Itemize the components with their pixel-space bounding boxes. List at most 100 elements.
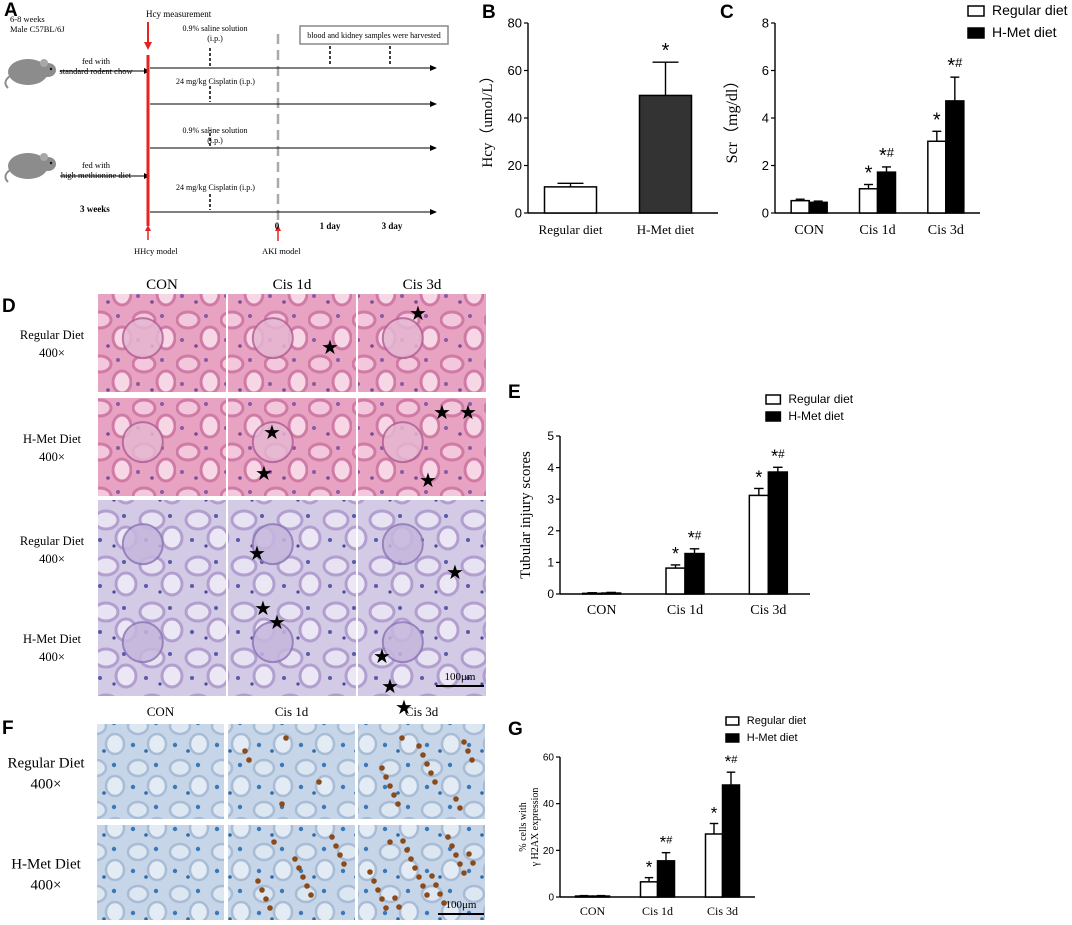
bar <box>600 592 622 595</box>
legend-swatch <box>967 27 985 39</box>
bar <box>858 188 879 214</box>
legend-label: Regular diet <box>747 715 806 727</box>
significance-label: *# <box>771 446 785 466</box>
significance-hash: # <box>778 448 785 461</box>
mouse-strain-text-line: Male C57BL/6J <box>10 24 65 34</box>
bar <box>665 567 686 595</box>
y-tick-label: 1 <box>547 556 554 570</box>
glomerulus <box>121 621 164 664</box>
bar <box>656 860 676 898</box>
panel-label-f: F <box>2 718 14 739</box>
saline2-text: 0.9% saline solution <box>182 126 247 135</box>
h2ax-positive-nucleus <box>308 892 314 898</box>
y-tick-label: 6 <box>762 63 769 78</box>
panel-label-c: C <box>720 2 734 23</box>
y-tick-label: 60 <box>543 753 555 764</box>
micrograph <box>228 724 355 819</box>
h2ax-positive-nucleus <box>371 878 377 884</box>
row-label: Regular Diet <box>20 328 85 342</box>
h2ax-positive-nucleus <box>420 752 426 758</box>
injury-star-icon: ★ <box>373 644 391 668</box>
h2ax-positive-nucleus <box>296 865 302 871</box>
h2ax-positive-nucleus <box>449 843 455 849</box>
h2ax-positive-nucleus <box>428 770 434 776</box>
h2ax-positive-nucleus <box>461 870 467 876</box>
significance-star: * <box>711 804 718 823</box>
h2ax-positive-nucleus <box>304 883 310 889</box>
bar <box>790 199 810 214</box>
fed-hmet-text: fed with <box>82 160 111 170</box>
h2ax-positive-nucleus <box>429 873 435 879</box>
significance-star: * <box>672 544 679 564</box>
row-label-magnification: 400× <box>39 552 65 566</box>
glomerulus <box>381 523 424 566</box>
h2ax-positive-nucleus <box>457 805 463 811</box>
significance-label: *# <box>879 145 895 167</box>
bar <box>876 171 897 214</box>
significance-label: * <box>672 544 679 564</box>
h2ax-positive-nucleus <box>396 904 402 910</box>
h2ax-positive-nucleus <box>420 883 426 889</box>
harvest-label: blood and kidney samples were harvested <box>307 31 441 40</box>
injury-star-icon: ★ <box>263 420 281 444</box>
legend-label: H-Met diet <box>788 409 844 423</box>
h2ax-positive-nucleus <box>375 887 381 893</box>
x-tick-label: H-Met diet <box>637 222 695 237</box>
y-tick-label: 0 <box>762 206 769 221</box>
h2ax-positive-nucleus <box>395 801 401 807</box>
significance-label: * <box>711 804 718 823</box>
significance-label: * <box>662 40 670 62</box>
significance-hash: # <box>695 529 702 542</box>
h2ax-positive-nucleus <box>267 905 273 911</box>
row-label: H-Met Diet <box>11 857 81 873</box>
cisplatin1-label: 24 mg/kg Cisplatin (i.p.) <box>176 77 255 86</box>
significance-hash: # <box>887 145 895 160</box>
bar <box>721 784 741 898</box>
h2ax-positive-nucleus <box>465 748 471 754</box>
h2ax-positive-nucleus <box>412 865 418 871</box>
glomerulus <box>381 317 424 360</box>
mouse-icon <box>4 153 56 183</box>
column-label: CON <box>146 277 178 293</box>
h2ax-positive-nucleus <box>367 869 373 875</box>
row-label-magnification: 400× <box>39 650 65 664</box>
h2ax-positive-nucleus <box>300 874 306 880</box>
h2ax-positive-nucleus <box>255 878 261 884</box>
glomerulus <box>381 421 424 464</box>
y-axis-label: Hcy（umol/L） <box>479 68 496 167</box>
glomerulus <box>121 317 164 360</box>
y-axis-label: % cells with <box>518 802 529 851</box>
injury-star-icon: ★ <box>459 400 477 424</box>
bar <box>639 881 659 898</box>
hcy-measurement-label: Hcy measurement <box>146 9 212 19</box>
fed-hmet-label: fed with high methionine diet <box>61 160 132 180</box>
legend-swatch <box>725 733 740 743</box>
harvest-box <box>299 25 449 45</box>
x-tick-label: Regular diet <box>539 222 603 237</box>
y-tick-label: 0 <box>515 206 522 221</box>
y-tick-label: 60 <box>508 63 522 78</box>
panel-label-b: B <box>482 2 496 23</box>
significance-star: * <box>660 833 667 852</box>
h2ax-positive-nucleus <box>391 792 397 798</box>
significance-label: * <box>933 109 941 131</box>
significance-label: * <box>646 858 653 877</box>
bar <box>927 140 947 214</box>
row-label: H-Met Diet <box>23 632 81 646</box>
h2ax-positive-nucleus <box>416 874 422 880</box>
micrograph <box>358 724 485 819</box>
y-tick-label: 80 <box>508 16 522 31</box>
fed-hmet-text-line: high methionine diet <box>61 170 132 180</box>
injury-star-icon: ★ <box>409 301 427 325</box>
h2ax-positive-nucleus <box>445 834 451 840</box>
h2ax-positive-nucleus <box>453 796 459 802</box>
saline1-label: 0.9% saline solution (i.p.) <box>182 24 247 43</box>
x-tick-label: Cis 3d <box>707 904 738 918</box>
mouse-icon <box>4 59 56 89</box>
injury-star-icon: ★ <box>433 400 451 424</box>
y-tick-label: 8 <box>762 16 769 31</box>
h2ax-positive-nucleus <box>279 801 285 807</box>
y-tick-label: 0 <box>548 893 554 904</box>
bar <box>748 494 770 595</box>
